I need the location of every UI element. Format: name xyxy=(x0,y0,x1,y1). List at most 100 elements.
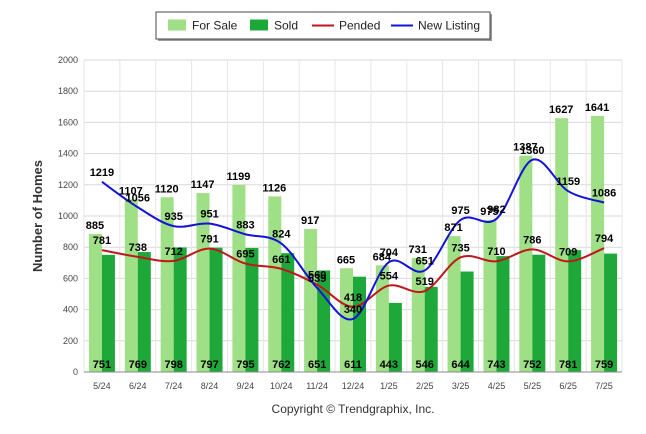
label-pended: 709 xyxy=(559,246,577,258)
label-sold: 611 xyxy=(344,359,362,371)
bar-for-sale xyxy=(304,228,318,372)
x-tick-label: 6/25 xyxy=(559,381,577,391)
legend: For Sale Sold Pended New Listing xyxy=(155,11,492,41)
bar-for-sale xyxy=(88,233,102,372)
legend-sold-label: Sold xyxy=(274,19,298,33)
bar-for-sale xyxy=(268,196,282,372)
label-sold: 743 xyxy=(487,359,505,371)
bar-for-sale xyxy=(411,257,425,372)
bar-sold xyxy=(604,253,618,372)
label-new-listing: 982 xyxy=(487,204,505,216)
label-new-listing: 651 xyxy=(416,255,434,267)
bar-for-sale xyxy=(555,118,569,372)
label-pended: 695 xyxy=(236,249,254,261)
y-tick-label: 1000 xyxy=(58,211,78,221)
label-pended: 418 xyxy=(344,292,362,304)
label-pended: 786 xyxy=(523,234,541,246)
bar-for-sale xyxy=(232,184,246,372)
bar-sold xyxy=(424,286,438,372)
label-pended: 791 xyxy=(200,234,218,246)
bar-for-sale xyxy=(196,193,210,372)
label-pended: 710 xyxy=(487,246,505,258)
legend-sold-swatch xyxy=(250,19,268,31)
label-pended: 738 xyxy=(129,242,147,254)
label-pended: 735 xyxy=(451,242,469,254)
bar-sold xyxy=(101,254,115,372)
y-tick-label: 1600 xyxy=(58,117,78,127)
y-tick-label: 400 xyxy=(63,305,78,315)
x-tick-label: 7/24 xyxy=(165,381,183,391)
label-sold: 651 xyxy=(308,359,326,371)
y-tick-label: 200 xyxy=(63,336,78,346)
y-tick-label: 0 xyxy=(73,367,78,377)
legend-for-sale-label: For Sale xyxy=(192,19,238,33)
label-sold: 781 xyxy=(559,359,577,371)
x-tick-label: 4/25 xyxy=(488,381,506,391)
label-sold: 797 xyxy=(200,359,218,371)
label-pended: 519 xyxy=(416,276,434,288)
bar-sold xyxy=(173,247,187,372)
legend-pended-label: Pended xyxy=(339,19,380,33)
label-pended: 712 xyxy=(164,246,182,258)
line-new-listing xyxy=(101,158,605,321)
label-sold: 798 xyxy=(164,359,182,371)
x-tick-label: 9/24 xyxy=(237,381,255,391)
label-for-sale: 1126 xyxy=(262,182,286,194)
x-tick-label: 5/24 xyxy=(93,381,111,391)
bar-sold xyxy=(137,252,151,372)
label-pended: 781 xyxy=(93,235,111,247)
bar-for-sale xyxy=(591,116,605,372)
y-tick-label: 1400 xyxy=(58,149,78,159)
lines xyxy=(101,158,605,321)
line-pended xyxy=(101,247,605,308)
label-pended: 560 xyxy=(308,270,326,282)
bar-sold xyxy=(532,254,546,372)
label-sold: 644 xyxy=(451,359,470,371)
label-for-sale: 1107 xyxy=(119,185,143,197)
label-new-listing: 1159 xyxy=(556,176,580,188)
label-sold: 762 xyxy=(272,359,290,371)
label-sold: 546 xyxy=(416,359,434,371)
y-tick-label: 2000 xyxy=(58,55,78,65)
label-for-sale: 665 xyxy=(337,254,355,266)
y-tick-label: 1200 xyxy=(58,180,78,190)
label-new-listing: 1219 xyxy=(90,167,114,179)
y-axis-label: Number of Homes xyxy=(30,160,45,272)
label-new-listing: 340 xyxy=(344,304,362,316)
label-for-sale: 885 xyxy=(86,220,104,232)
x-tick-label: 12/24 xyxy=(342,381,365,391)
bar-for-sale xyxy=(375,265,389,372)
label-pended: 554 xyxy=(380,271,399,283)
label-new-listing: 975 xyxy=(451,205,469,217)
bar-sold xyxy=(496,256,510,372)
bar-for-sale xyxy=(124,199,138,372)
bar-sold xyxy=(568,250,582,372)
bar-sold xyxy=(353,276,366,372)
bar-for-sale xyxy=(340,268,353,372)
bar-for-sale xyxy=(483,219,497,372)
label-for-sale: 917 xyxy=(301,215,319,227)
bar-for-sale xyxy=(447,236,461,372)
bar-sold xyxy=(245,247,259,372)
bars xyxy=(88,116,618,372)
label-sold: 759 xyxy=(595,359,613,371)
legend-for-sale-swatch xyxy=(168,19,186,31)
x-tick-label: 6/24 xyxy=(129,381,147,391)
label-for-sale: 684 xyxy=(373,251,392,263)
bar-sold xyxy=(317,270,331,372)
x-tick-label: 11/24 xyxy=(306,381,328,391)
label-pended: 661 xyxy=(272,254,290,266)
label-sold: 769 xyxy=(129,359,147,371)
label-sold: 795 xyxy=(236,359,254,371)
bar-sold xyxy=(460,271,474,372)
label-new-listing: 1360 xyxy=(520,145,544,157)
label-new-listing: 951 xyxy=(200,209,218,221)
bar-for-sale xyxy=(160,197,174,372)
x-tick-label: 8/24 xyxy=(201,381,219,391)
label-for-sale: 1627 xyxy=(549,104,573,116)
credit-text: Copyright © Trendgraphix, Inc. xyxy=(272,402,435,416)
label-new-listing: 539 xyxy=(308,273,326,285)
bar-sold xyxy=(388,302,402,372)
label-for-sale: 1641 xyxy=(585,102,609,114)
